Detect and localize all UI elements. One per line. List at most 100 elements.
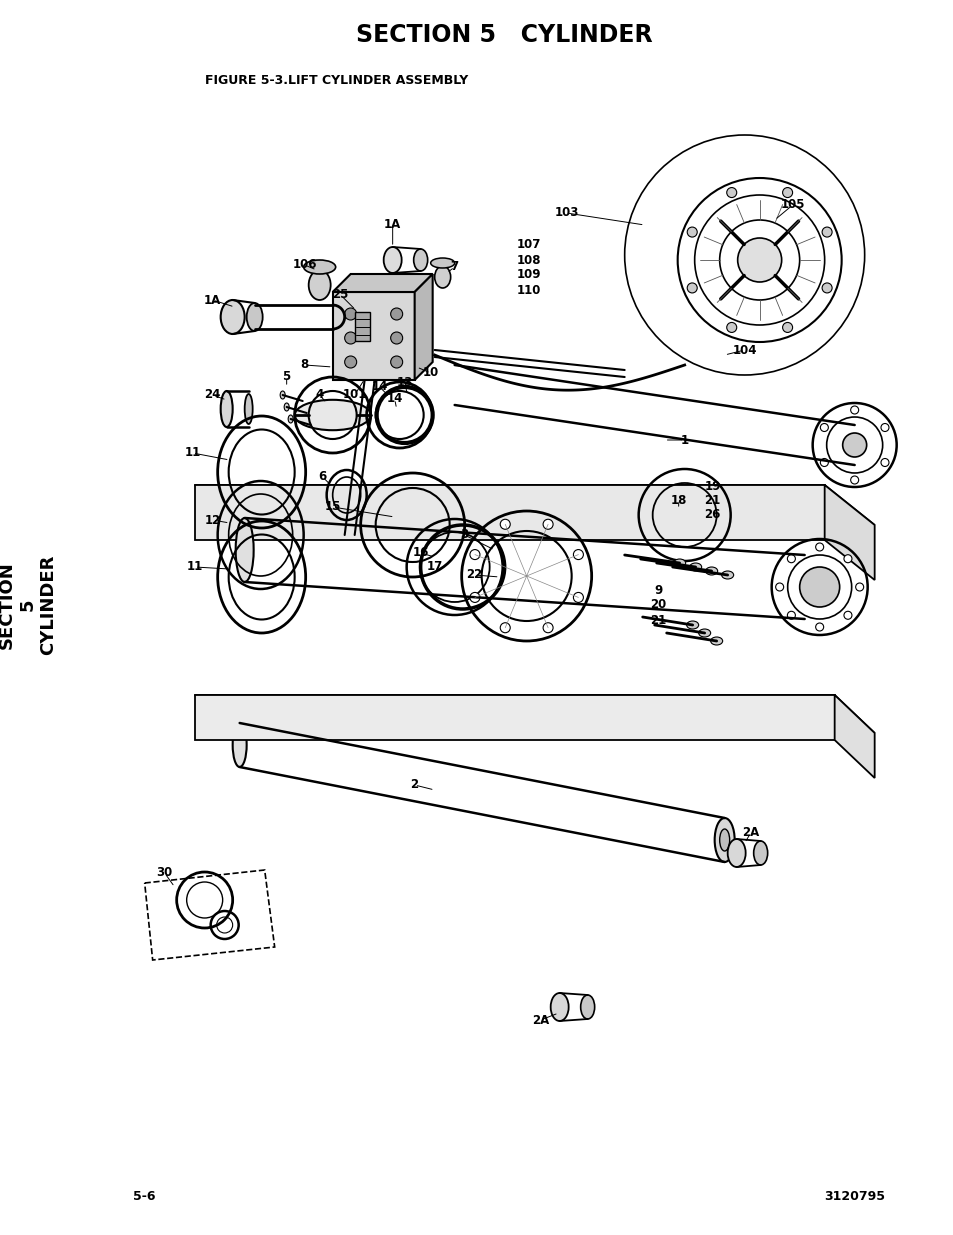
Circle shape [573,593,583,603]
Circle shape [781,188,792,198]
Ellipse shape [220,391,233,427]
Circle shape [344,356,356,368]
Ellipse shape [705,567,717,576]
Polygon shape [194,695,834,740]
Text: 108: 108 [516,253,540,267]
Ellipse shape [698,629,710,637]
Text: 7: 7 [450,261,458,273]
Text: 30: 30 [156,867,172,879]
Ellipse shape [303,261,335,274]
Ellipse shape [673,559,685,567]
Text: SECTION
5
CYLINDER: SECTION 5 CYLINDER [0,555,57,656]
Circle shape [799,567,839,606]
Polygon shape [194,485,874,525]
Circle shape [726,188,736,198]
Ellipse shape [280,391,285,399]
Ellipse shape [719,829,729,851]
Circle shape [850,406,858,414]
Text: 20: 20 [650,599,666,611]
Text: 1A: 1A [384,219,401,231]
Text: 21: 21 [704,494,720,508]
Text: 105: 105 [780,199,804,211]
Text: 11: 11 [184,447,200,459]
Text: 10: 10 [422,367,438,379]
Circle shape [843,611,851,619]
FancyBboxPatch shape [355,311,370,341]
Text: 106: 106 [293,258,316,272]
Text: 103: 103 [554,206,578,220]
Text: 2A: 2A [532,1014,549,1026]
Text: 110: 110 [516,284,540,296]
Circle shape [786,611,795,619]
Circle shape [843,555,851,563]
Ellipse shape [686,621,698,629]
Text: 12: 12 [204,514,220,526]
Circle shape [880,458,888,467]
Circle shape [820,458,827,467]
Ellipse shape [233,722,247,767]
Ellipse shape [309,270,331,300]
Text: 8: 8 [300,358,309,372]
Ellipse shape [383,247,401,273]
Circle shape [499,622,510,632]
Text: 17: 17 [426,561,442,573]
Text: 1: 1 [679,433,688,447]
Polygon shape [823,485,874,580]
Text: 25: 25 [333,289,349,301]
Polygon shape [415,274,433,380]
Ellipse shape [220,300,244,333]
Text: 104: 104 [732,343,756,357]
Circle shape [821,283,831,293]
Text: 24: 24 [204,389,221,401]
Polygon shape [333,291,415,380]
Text: 101: 101 [342,389,367,401]
Text: 21: 21 [650,614,666,626]
Text: 5-6: 5-6 [132,1191,155,1203]
Text: 4: 4 [315,389,323,401]
Ellipse shape [294,400,371,430]
Circle shape [815,622,822,631]
Text: FIGURE 5-3.LIFT CYLINDER ASSEMBLY: FIGURE 5-3.LIFT CYLINDER ASSEMBLY [205,74,467,86]
Circle shape [781,322,792,332]
Circle shape [850,475,858,484]
Circle shape [391,356,402,368]
Polygon shape [145,869,274,960]
Ellipse shape [689,563,700,571]
Ellipse shape [710,637,722,645]
Text: 6: 6 [318,471,327,483]
Text: 26: 26 [703,509,720,521]
Circle shape [344,308,356,320]
Ellipse shape [727,839,745,867]
Circle shape [786,555,795,563]
Circle shape [573,550,583,559]
Circle shape [542,519,553,530]
Polygon shape [834,695,874,778]
Text: 14: 14 [386,393,402,405]
Ellipse shape [288,415,293,424]
Text: SECTION 5   CYLINDER: SECTION 5 CYLINDER [356,23,652,47]
Circle shape [470,593,479,603]
Circle shape [726,322,736,332]
Text: 11: 11 [187,561,203,573]
Ellipse shape [284,403,289,411]
Polygon shape [194,695,874,734]
Text: 18: 18 [670,494,686,506]
Ellipse shape [580,995,594,1019]
Circle shape [820,424,827,431]
Ellipse shape [550,993,568,1021]
Circle shape [686,227,697,237]
Text: 107: 107 [516,238,540,252]
Polygon shape [333,274,433,291]
Text: 9: 9 [654,583,662,597]
Circle shape [499,519,510,530]
Circle shape [686,283,697,293]
Text: 16: 16 [412,547,429,559]
Circle shape [344,332,356,345]
Ellipse shape [720,571,733,579]
Circle shape [391,332,402,345]
Circle shape [542,622,553,632]
Polygon shape [194,485,823,540]
Text: 5: 5 [282,370,291,384]
Ellipse shape [753,841,767,864]
Circle shape [391,308,402,320]
